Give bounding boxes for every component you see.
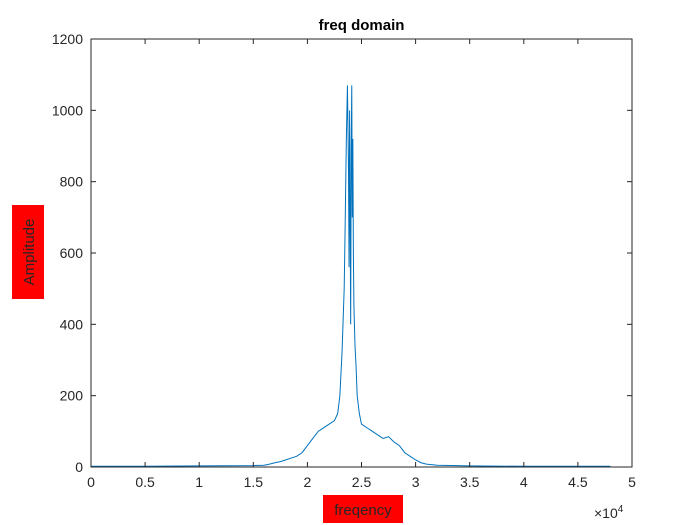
y-tick-label: 600 <box>60 245 84 261</box>
x-label-highlight <box>323 495 403 523</box>
x-axis-ticks: 0 0.5 1 1.5 2 2.5 3 3.5 4 4.5 5 <box>87 39 636 490</box>
x-tick-label: 0.5 <box>135 474 155 490</box>
series-line <box>91 85 611 467</box>
y-tick-label: 1000 <box>52 102 83 118</box>
y-tick-label: 400 <box>60 316 84 332</box>
x-tick-label: 2.5 <box>352 474 372 490</box>
x-exponent-label: ×104 <box>594 504 624 521</box>
x-tick-label: 3.5 <box>460 474 480 490</box>
data-layer <box>91 85 611 467</box>
y-tick-label: 1200 <box>52 31 83 47</box>
x-tick-label: 4.5 <box>568 474 588 490</box>
chart-title: freq domain <box>319 17 405 34</box>
x-tick-label: 4 <box>520 474 528 490</box>
plot-area <box>91 39 632 467</box>
y-axis-label: Amplitude <box>21 219 38 286</box>
x-exponent-power: 4 <box>618 504 624 515</box>
x-tick-label: 2 <box>304 474 312 490</box>
y-label-highlight <box>12 205 44 299</box>
x-tick-label: 0 <box>87 474 95 490</box>
y-tick-label: 200 <box>60 388 84 404</box>
y-tick-label: 0 <box>75 459 83 475</box>
x-exponent-base: ×10 <box>594 505 618 521</box>
x-tick-label: 1.5 <box>244 474 264 490</box>
x-tick-label: 5 <box>628 474 636 490</box>
x-tick-label: 1 <box>195 474 203 490</box>
y-tick-label: 800 <box>60 174 84 190</box>
x-axis-label: freqency <box>334 502 392 519</box>
y-axis-ticks: 0 200 400 600 800 1000 1200 <box>52 31 632 475</box>
x-tick-label: 3 <box>412 474 420 490</box>
